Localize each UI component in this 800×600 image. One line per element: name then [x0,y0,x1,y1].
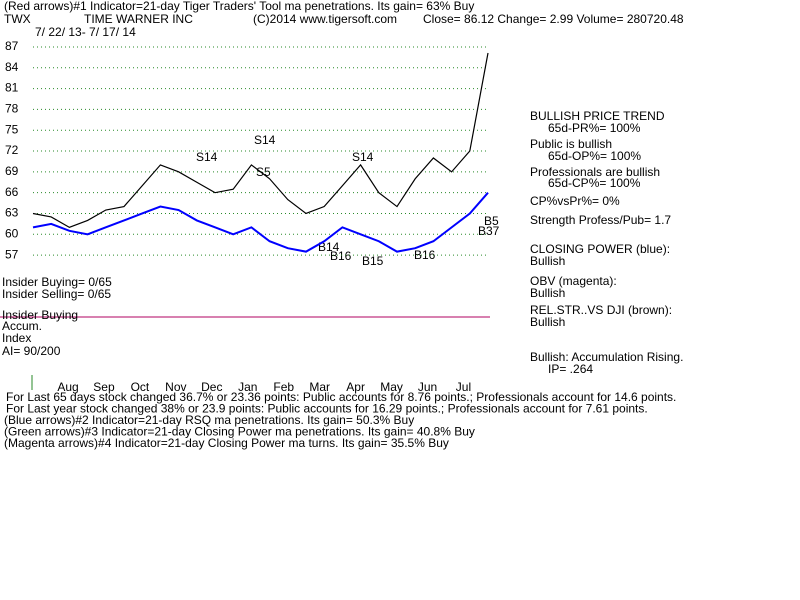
x-tick-label: Jan [238,380,257,394]
status-text: BULLISH PRICE TREND [530,109,665,123]
x-tick-label: Jul [456,380,471,394]
annotations: S14 S14 S5 S14 B14 B16 B15 B16 B5 B37 [196,133,500,268]
series-line [32,52,489,229]
x-tick-label: Nov [165,380,186,394]
status-text: REL.STR..VS DJI (brown): [530,303,672,317]
annotation: S14 [196,150,218,164]
y-tick-label: 81 [5,81,19,95]
status-text: Bullish [530,254,565,268]
status-text: IP= .264 [548,362,593,376]
footer-line: For Last 65 days stock changed 36.7% or … [6,390,676,404]
annotation: B16 [330,249,352,263]
annotation: S14 [352,150,374,164]
annotation: B37 [478,224,500,238]
footer-line: (Magenta arrows)#4 Indicator=21-day Clos… [4,436,449,450]
y-tick-label: 75 [5,122,19,136]
status-text: CP%vsPr%= 0% [530,194,620,208]
y-tick-label: 66 [5,185,19,199]
annotation: B5 [484,214,499,228]
y-tick-label: 60 [5,226,19,240]
status-text: Professionals are bullish [530,165,660,179]
x-tick-label: Feb [273,380,294,394]
annotation: B16 [414,248,436,262]
left-label: Insider Selling= 0/65 [2,287,111,301]
annotation: S14 [254,133,276,147]
y-tick-label: 69 [5,164,19,178]
x-tick-label: Mar [309,380,330,394]
annotation: S5 [256,165,271,179]
y-tick-label: 78 [5,102,19,116]
footer-line: (Green arrows)#3 Indicator=21-day Closin… [4,425,475,439]
y-tick-label: 84 [5,60,19,74]
y-tick-label: 87 [5,39,19,53]
status-text: 65d-CP%= 100% [548,176,641,190]
date-range: 7/ 22/ 13- 7/ 17/ 14 [35,25,136,39]
left-label: Accum. [2,319,42,333]
footer-line: (Blue arrows)#2 Indicator=21-day RSQ ma … [4,413,414,427]
y-tick-label: 72 [5,143,19,157]
x-tick-label: Apr [346,380,365,394]
left-label: Insider Buying [2,308,78,322]
source: (C)2014 www.tigersoft.com [253,12,397,26]
status-text: Bullish [530,286,565,300]
x-tick-label: Dec [201,380,222,394]
status-text: Bullish: Accumulation Rising. [530,350,683,364]
status-text: OBV (magenta): [530,274,617,288]
x-tick-label: Aug [57,380,78,394]
left-label: Index [2,331,31,345]
series-line [32,192,489,253]
annotation: B15 [362,254,384,268]
header-line: (Red arrows)#1 Indicator=21-day Tiger Tr… [4,0,474,13]
status-text: 65d-OP%= 100% [548,149,641,163]
x-tick-label: Jun [418,380,437,394]
y-tick-label: 57 [5,247,19,261]
status-text: Public is bullish [530,137,612,151]
y-tick-label: 63 [5,206,19,220]
status-text: Bullish [530,315,565,329]
company: TIME WARNER INC [84,12,193,26]
left-label: Insider Buying= 0/65 [2,275,112,289]
x-tick-label: Oct [131,380,150,394]
ticker: TWX [4,12,31,26]
annotation: B14 [318,240,340,254]
status-text: 65d-PR%= 100% [548,121,641,135]
quote: Close= 86.12 Change= 2.99 Volume= 280720… [423,12,684,26]
status-text: Strength Profess/Pub= 1.7 [530,213,671,227]
footer-line: For Last year stock changed 38% or 23.9 … [6,402,648,416]
left-label: AI= 90/200 [2,344,61,358]
x-tick-label: Sep [93,380,115,394]
status-text: CLOSING POWER (blue): [530,242,670,256]
x-tick-label: May [380,380,403,394]
